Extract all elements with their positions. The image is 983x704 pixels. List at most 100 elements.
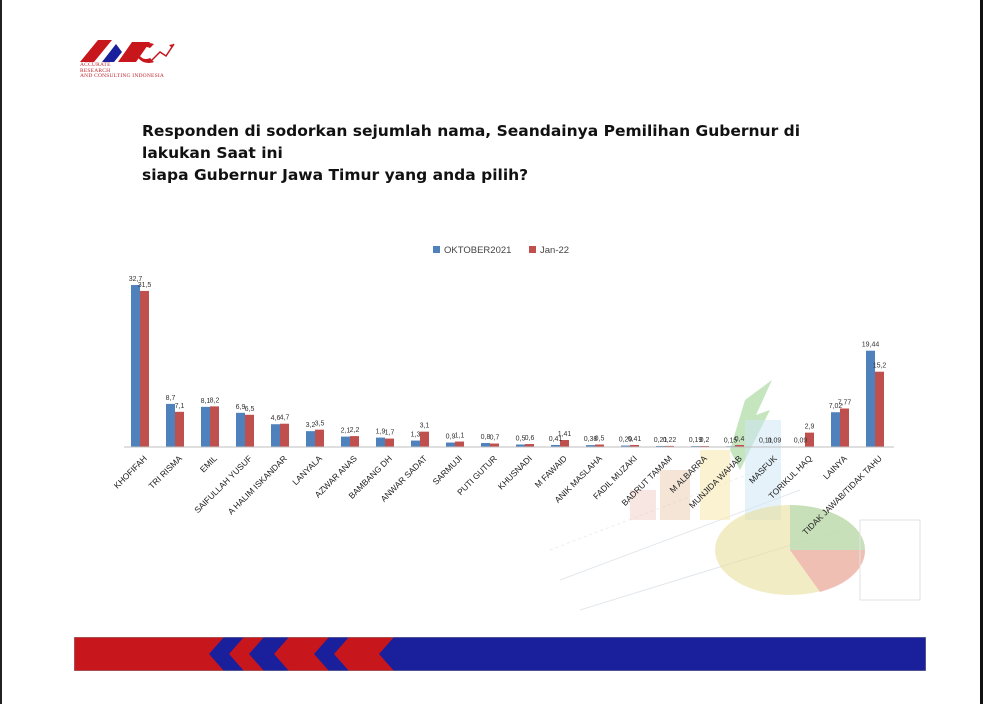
data-label-oktober2021-bambang-dh: 1,9 [376, 429, 386, 436]
category-label-tri-risma: TRI RISMA [146, 453, 184, 491]
data-label-oktober2021-anik-maslaha: 0,38 [584, 436, 598, 443]
bar-oktober2021-lanyala [306, 431, 315, 447]
bar-jan-22-emil [210, 406, 219, 447]
category-label-sarmuji: SARMUJI [430, 453, 463, 486]
data-label-jan-22-khusnadi: 0,6 [525, 435, 535, 442]
category-label-lanyala: LANYALA [290, 453, 324, 487]
slide-title: Responden di sodorkan sejumlah nama, Sea… [142, 120, 832, 186]
data-label-jan-22-lanyala: 3,5 [315, 421, 325, 428]
logo-text: ACCURATE RESEARCH AND CONSULTING INDONES… [80, 62, 190, 80]
data-label-jan-22-khofifah: 31,5 [138, 282, 152, 289]
data-label-oktober2021-puti-gutur: 0,8 [481, 434, 491, 441]
bar-oktober2021-badrut-tamam [656, 445, 665, 447]
bar-jan-22-azwar-anas [350, 436, 359, 447]
bar-jan-22-tri-risma [175, 411, 184, 447]
chart-legend: OKTOBER2021 Jan-22 [433, 245, 569, 256]
category-label-khofifah: KHOFIFAH [112, 453, 149, 490]
data-label-oktober2021-khusnadi: 0,5 [516, 436, 526, 443]
data-label-oktober2021-m-albarra: 0,19 [689, 437, 703, 444]
data-label-jan-22-bambang-dh: 1,7 [385, 430, 395, 437]
bar-oktober2021-bambang-dh [376, 437, 385, 447]
category-label-khusnadi: KHUSNADI [496, 453, 534, 491]
category-label-a-halim-iskandar: A HALIM ISKANDAR [226, 453, 289, 516]
data-label-oktober2021-khofifah: 32,7 [129, 276, 143, 283]
bar-jan-22-anik-maslaha [595, 444, 604, 447]
bar-jan-22-fadil-muzaki [630, 444, 639, 447]
data-label-jan-22-fadil-muzaki: 0,41 [628, 436, 642, 443]
data-label-oktober2021-masfuk: 0,11 [759, 437, 772, 444]
bar-oktober2021-puti-gutur [481, 443, 490, 447]
bar-oktober2021-fadil-muzaki [621, 445, 630, 447]
bar-oktober2021-a-halim-iskandar [271, 424, 280, 447]
decorative-watermark-graphic [549, 380, 921, 611]
data-label-jan-22-anwar-sadat: 3,1 [420, 423, 430, 430]
bar-jan-22-munjida-wahab [735, 445, 744, 447]
data-label-jan-22-sarmuji: 1,1 [455, 433, 465, 440]
data-label-jan-22-torikul-haq: 2,9 [805, 424, 815, 431]
company-logo [80, 40, 175, 63]
footer-decorative-bar [74, 637, 926, 671]
bar-oktober2021-sarmuji [446, 442, 455, 447]
category-label-m-fawaid: M FAWAID [533, 453, 569, 489]
bar-jan-22-lanyala [315, 429, 324, 447]
bar-jan-22-khusnadi [525, 444, 534, 447]
legend-swatch-oktober2021 [433, 246, 440, 253]
data-label-oktober2021-badrut-tamam: 0,21 [654, 437, 668, 444]
title-line-1: Responden di sodorkan sejumlah nama, Sea… [142, 122, 801, 140]
bar-jan-22-lainya [840, 408, 849, 447]
data-label-jan-22-badrut-tamam: 0,22 [663, 437, 677, 444]
category-label-masfuk: MASFUK [747, 453, 779, 485]
logo-text-line: RESEARCH [80, 67, 111, 74]
legend-label-jan22: Jan-22 [540, 245, 569, 256]
data-label-jan-22-azwar-anas: 2,2 [350, 427, 360, 434]
data-label-oktober2021-a-halim-iskandar: 4,6 [271, 415, 281, 422]
bar-oktober2021-anik-maslaha [586, 445, 595, 447]
bar-oktober2021-emil [201, 406, 210, 447]
legend-swatch-jan22 [529, 246, 536, 253]
bar-jan-22-tidak-jawab-tidak-tahu [875, 371, 884, 447]
bar-oktober2021-tri-risma [166, 403, 175, 447]
data-label-jan-22-saifullah-yusuf: 6,5 [245, 406, 255, 413]
logo-text-line: ACCURATE [80, 62, 111, 68]
data-label-oktober2021-m-fawaid: 0,41 [549, 436, 563, 443]
bar-jan-22-a-halim-iskandar [280, 423, 289, 447]
right-frame-line [980, 0, 983, 704]
bar-jan-22-anwar-sadat [420, 431, 429, 447]
data-label-oktober2021-azwar-anas: 2,1 [341, 428, 351, 435]
left-frame-line [0, 0, 2, 704]
data-label-jan-22-anik-maslaha: 0,5 [595, 436, 605, 443]
bar-oktober2021-azwar-anas [341, 436, 350, 447]
bar-oktober2021-lainya [831, 412, 840, 447]
bar-oktober2021-anwar-sadat [411, 440, 420, 447]
data-label-jan-22-tri-risma: 7,1 [175, 403, 185, 410]
bar-jan-22-sarmuji [455, 441, 464, 447]
data-label-jan-22-masfuk: 0,09 [768, 438, 782, 445]
bar-oktober2021-khusnadi [516, 444, 525, 447]
data-label-oktober2021-torikul-haq: 0,09 [794, 438, 808, 445]
data-label-jan-22-tidak-jawab-tidak-tahu: 15,2 [873, 363, 887, 370]
bar-jan-22-khofifah [140, 290, 149, 447]
data-label-oktober2021-fadil-muzaki: 0,29 [619, 437, 633, 444]
category-label-lainya: LAINYA [821, 453, 849, 481]
data-label-jan-22-puti-gutur: 0,7 [490, 435, 500, 442]
bar-oktober2021-khofifah [131, 285, 140, 447]
data-label-oktober2021-lanyala: 3,2 [306, 422, 316, 429]
bar-jan-22-torikul-haq [805, 432, 814, 447]
bar-oktober2021-tidak-jawab-tidak-tahu [866, 350, 875, 447]
data-label-jan-22-m-fawaid: 1,41 [558, 431, 572, 438]
bar-jan-22-badrut-tamam [665, 445, 674, 447]
data-label-oktober2021-tri-risma: 8,7 [166, 395, 176, 402]
data-label-oktober2021-sarmuji: 0,9 [446, 434, 456, 441]
legend-label-oktober2021: OKTOBER2021 [444, 245, 511, 256]
data-label-jan-22-lainya: 7,77 [838, 400, 852, 407]
data-label-jan-22-munjida-wahab: 0,4 [735, 436, 745, 443]
category-label-emil: EMIL [198, 453, 219, 474]
bar-jan-22-saifullah-yusuf [245, 414, 254, 447]
data-label-jan-22-emil: 8,2 [210, 397, 220, 404]
data-label-oktober2021-tidak-jawab-tidak-tahu: 19,44 [862, 342, 880, 349]
data-label-oktober2021-emil: 8,1 [201, 398, 211, 405]
title-line-3: siapa Gubernur Jawa Timur yang anda pili… [142, 166, 529, 184]
title-line-2: lakukan Saat ini [142, 144, 283, 162]
bar-oktober2021-m-fawaid [551, 444, 560, 447]
